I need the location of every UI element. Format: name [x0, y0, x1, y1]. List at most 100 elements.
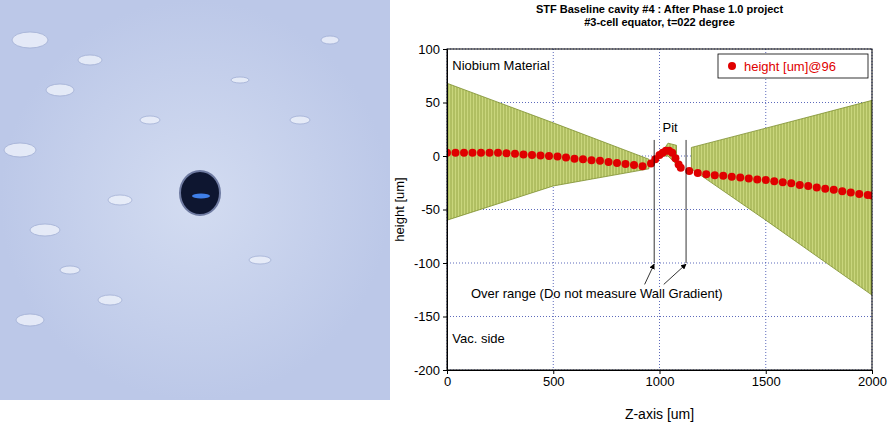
photo-texture — [231, 77, 249, 83]
legend-marker — [728, 62, 736, 70]
data-point — [821, 185, 829, 193]
x-tick: 1000 — [646, 370, 675, 389]
y-tick: -200 — [414, 363, 447, 378]
photo-texture — [98, 295, 122, 305]
photo-texture — [60, 266, 80, 274]
photo — [0, 0, 390, 400]
data-point — [796, 181, 804, 189]
x-tick-label: 0 — [444, 374, 451, 389]
data-point — [838, 187, 846, 195]
photo-texture — [12, 32, 48, 48]
marks — [447, 83, 872, 295]
y-tick: -50 — [421, 202, 447, 217]
y-tick: 50 — [426, 95, 447, 110]
x-axis: 0 500 1000 1500 2000 — [444, 370, 887, 389]
data-point — [813, 184, 821, 192]
subtitle: #3-cell equator, t=022 degree — [584, 16, 735, 28]
annotation: Niobium Material — [452, 58, 550, 73]
data-point — [545, 152, 553, 160]
y-tick-label: -100 — [414, 256, 440, 271]
data-point — [520, 150, 528, 158]
data-point — [639, 162, 647, 170]
y-tick-mark — [443, 210, 447, 211]
y-tick: -100 — [414, 256, 447, 271]
data-point — [562, 154, 570, 162]
photo-texture — [30, 224, 60, 236]
data-point — [711, 171, 719, 179]
y-tick-label: -50 — [421, 202, 440, 217]
data-point — [770, 177, 778, 185]
y-tick-mark — [443, 263, 447, 264]
legend: height [um]@96 — [718, 54, 868, 78]
y-tick: 100 — [418, 42, 447, 57]
data-point — [762, 176, 770, 184]
data-point — [830, 186, 838, 194]
annotation: Over range (Do not measure Wall Gradient… — [471, 286, 723, 301]
photo-background — [0, 0, 390, 400]
annotation: Pit — [663, 120, 679, 135]
data-point — [571, 155, 579, 163]
data-point — [511, 150, 519, 158]
annotation-arrow — [645, 264, 655, 284]
photo-texture — [249, 256, 271, 264]
x-tick: 0 — [444, 370, 451, 389]
x-tick-label: 1500 — [752, 374, 781, 389]
y-tick-label: -150 — [414, 309, 440, 324]
data-point — [855, 190, 863, 198]
photo-texture — [46, 84, 74, 96]
data-point — [847, 188, 855, 196]
photo-texture — [108, 195, 132, 205]
title: STF Baseline cavity #4 : After Phase 1.0… — [536, 3, 784, 15]
x-tick-label: 2000 — [858, 374, 887, 389]
x-tick: 2000 — [858, 370, 887, 389]
grid-line-y — [447, 316, 872, 317]
data-point — [677, 164, 685, 172]
y-tick-label: 100 — [418, 42, 440, 57]
data-point — [787, 179, 795, 187]
legend-box — [718, 54, 868, 78]
annotation-arrow — [664, 264, 686, 284]
data-point — [753, 176, 761, 184]
data-point — [622, 160, 630, 168]
y-tick-mark — [443, 317, 447, 318]
photo-texture — [321, 36, 339, 44]
photo-texture — [4, 143, 36, 157]
annotation-line — [686, 140, 687, 263]
data-point — [503, 149, 511, 157]
data-point — [728, 173, 736, 181]
data-point — [477, 149, 485, 157]
data-point — [486, 149, 494, 157]
y-tick-label: 0 — [433, 149, 440, 164]
photo-texture — [290, 116, 310, 124]
canvas: 0 500 1000 1500 2000 -200 -150 -100 -50 0 50 100 STF… — [0, 0, 893, 429]
pit-highlight — [192, 194, 210, 199]
grid-line-x — [659, 49, 660, 370]
data-point — [694, 169, 702, 177]
wall-band — [447, 83, 872, 295]
y-tick-label: 50 — [426, 95, 440, 110]
data-point — [494, 149, 502, 157]
data-point — [579, 155, 587, 163]
series — [447, 147, 872, 200]
grid — [447, 49, 872, 370]
data-point — [528, 151, 536, 159]
data-point — [779, 178, 787, 186]
y-tick: 0 — [433, 149, 447, 164]
data-point — [537, 151, 545, 159]
data-point — [596, 157, 604, 165]
data-point — [469, 149, 477, 157]
photo-texture — [140, 116, 160, 124]
data-point — [719, 172, 727, 180]
y-axis-title: height [um] — [392, 177, 407, 241]
data-point — [804, 182, 812, 190]
y-tick-mark — [443, 49, 447, 50]
data-point — [736, 173, 744, 181]
grid-line-y — [447, 102, 872, 103]
legend-label: height [um]@96 — [744, 59, 836, 74]
x-axis-title: Z-axis [um] — [625, 406, 694, 422]
x-tick: 500 — [543, 370, 565, 389]
annotation-line — [654, 140, 655, 263]
data-point — [745, 174, 753, 182]
y-tick-mark — [443, 103, 447, 104]
annotations: Niobium Material Pit Over range (Do not me… — [452, 58, 722, 346]
